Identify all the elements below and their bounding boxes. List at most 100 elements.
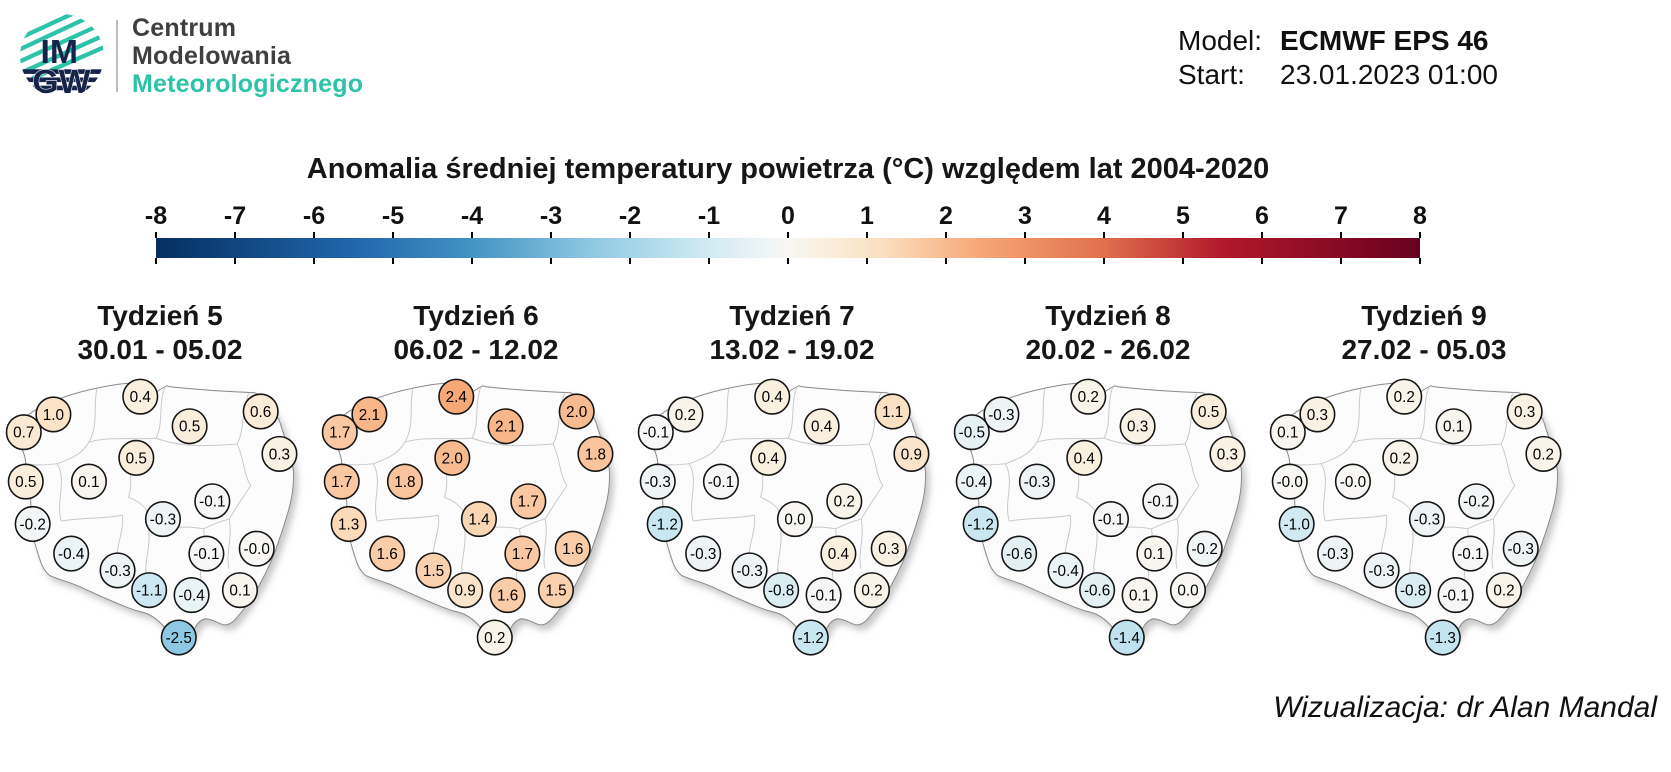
station-circle [667, 396, 704, 433]
colorbar: -8 -7 -6 -5 -4 -3 -2 -1 0 1 2 3 4 5 6 7 8 [145, 202, 1427, 266]
station-circle [1092, 501, 1130, 538]
station-value: 1.3 [338, 516, 359, 533]
station-circle [537, 572, 575, 609]
station-value: -0.1 [1457, 546, 1483, 563]
station-value: 0.4 [758, 450, 780, 467]
station-value: 2.0 [442, 450, 463, 467]
station-circle [1435, 408, 1472, 445]
station-circle [962, 505, 999, 543]
colorbar-tick-mark [313, 232, 315, 238]
colorbar-tick-label: 0 [781, 202, 795, 230]
colorbar-tick-mark [708, 232, 710, 238]
station-circle [874, 393, 911, 430]
station-circle [261, 435, 298, 472]
colorbar-tick-mark [945, 232, 947, 238]
station-circle [53, 535, 90, 572]
colorbar-tick-mark [866, 258, 868, 264]
station-value: -0.1 [708, 474, 734, 491]
colorbar-tick-mark [155, 232, 157, 238]
station-circle [1070, 378, 1107, 415]
poland-map-week-9: 0.3 0.2 0.3 0.1 0.1 0.2 0.2 -0.0 -0.0 -0.2 -0.3 -1.… [1269, 378, 1562, 656]
station-value: -0.8 [1400, 583, 1426, 600]
station-value: 0.1 [1144, 546, 1165, 563]
station-circle [489, 577, 526, 614]
station-circle [460, 501, 498, 538]
station-value: -1.1 [136, 583, 162, 600]
station-circle [7, 463, 44, 500]
colorbar-tick-label: -6 [302, 202, 326, 230]
station-circle [554, 530, 591, 567]
poland-map-week-6: 2.1 2.4 2.0 1.7 2.1 1.8 2.0 1.7 1.8 1.7 1.4 1.3 1.6 1… [321, 378, 614, 656]
colorbar-tick-mark [1024, 258, 1026, 264]
station-value: 2.0 [566, 404, 587, 421]
station-value: 0.9 [455, 583, 476, 600]
station-value: -0.1 [1442, 588, 1468, 605]
org-line-1: Centrum [132, 14, 237, 42]
station-value: -0.4 [58, 546, 85, 563]
station-circle [1502, 530, 1539, 567]
station-value: 0.2 [1533, 446, 1554, 463]
colorbar-tick-label: 1 [860, 202, 874, 230]
station-circle [323, 463, 360, 500]
station-circle [1386, 378, 1423, 415]
weekly-panels: Tydzień 5 30.01 - 05.02 1.0 0.4 0.6 0.7 0.5 0… [2, 299, 1582, 677]
station-circle [1119, 408, 1156, 445]
attribution: Wizualizacja: dr Alan Mandal [1273, 691, 1657, 724]
station-circle [160, 619, 197, 656]
poland-map-week-7: 0.2 0.4 1.1 -0.1 0.4 0.9 0.4 -0.3 -0.1 0.2 0.0 -1.2… [637, 378, 930, 656]
imgw-logo: IM GW [20, 14, 104, 100]
station-value: 0.2 [675, 407, 696, 424]
colorbar-tick-mark [550, 232, 552, 238]
station-circle [238, 530, 275, 567]
model-info: Model: ECMWF EPS 46 Start: 23.01.2023 01… [1178, 24, 1498, 92]
station-value: 0.4 [1074, 450, 1096, 467]
colorbar-labels: -8 -7 -6 -5 -4 -3 -2 -1 0 1 2 3 4 5 6 7 8 [145, 202, 1427, 232]
station-value: 1.4 [468, 511, 490, 528]
station-circle [1525, 435, 1562, 472]
station-circle [70, 463, 107, 500]
weekly-map-panel: Tydzień 8 20.02 - 26.02 -0.3 0.2 0.5 -0.5 0.… [950, 299, 1266, 677]
station-value: 0.1 [1443, 419, 1464, 436]
station-value: 0.5 [15, 474, 36, 491]
panel-week-title: Tydzień 5 [97, 300, 223, 331]
station-value: 0.2 [1493, 583, 1514, 600]
station-circle [1108, 619, 1145, 656]
station-value: -0.0 [244, 541, 270, 558]
colorbar-tick-label: -7 [223, 202, 247, 230]
colorbar-tick-mark [155, 258, 157, 264]
colorbar-tick-label: 8 [1413, 202, 1427, 230]
station-value: 0.7 [13, 425, 34, 442]
station-circle [754, 378, 791, 415]
station-value: 0.6 [250, 404, 271, 421]
colorbar-tick-mark [550, 258, 552, 264]
station-value: -0.3 [104, 563, 130, 580]
colorbar-tick-mark [1103, 258, 1105, 264]
colorbar-bar [155, 232, 1421, 264]
colorbar-tick-label: -1 [697, 202, 721, 230]
station-value: 0.1 [229, 583, 250, 600]
station-circle [1271, 463, 1308, 500]
organization-name: Centrum Modelowania Meteorologicznego [132, 14, 363, 98]
station-value: 0.4 [811, 419, 833, 436]
station-circle [188, 535, 225, 572]
panel-week-title: Tydzień 6 [413, 300, 539, 331]
station-value: -1.0 [1283, 516, 1309, 533]
station-value: -0.3 [645, 474, 671, 491]
station-value: 1.7 [518, 494, 539, 511]
station-circle [983, 396, 1020, 433]
station-value: 0.5 [126, 450, 147, 467]
station-value: -1.2 [967, 516, 993, 533]
station-value: -1.4 [1114, 630, 1141, 647]
station-value: 0.2 [861, 583, 882, 600]
colorbar-tick-label: -5 [381, 202, 405, 230]
station-value: -0.2 [1192, 541, 1218, 558]
colorbar-tick-label: 6 [1255, 202, 1269, 230]
station-circle [1485, 572, 1523, 609]
station-value: -0.3 [1368, 563, 1394, 580]
station-circle [118, 439, 155, 476]
logo-letters-gw: GW [32, 63, 90, 100]
station-value: 1.7 [331, 474, 352, 491]
colorbar-tick-label: 3 [1018, 202, 1032, 230]
station-value: 0.3 [269, 446, 290, 463]
station-circle [171, 408, 208, 445]
